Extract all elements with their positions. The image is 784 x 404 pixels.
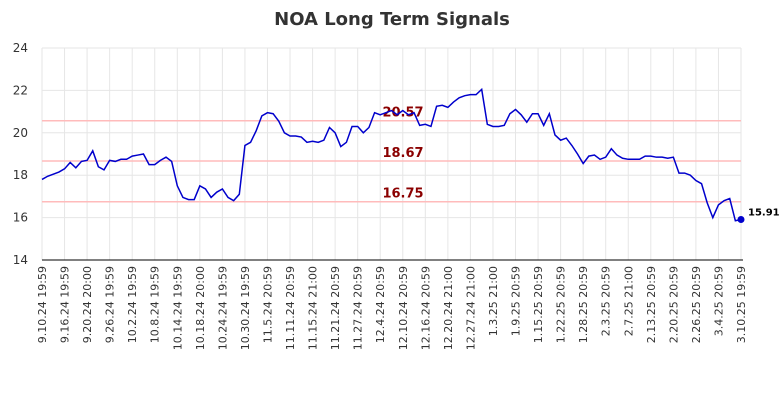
- x-tick-label: 3.4.25 20:59: [712, 266, 725, 336]
- x-tick-label: 2.3.25 20:59: [600, 266, 613, 336]
- x-tick-label: 10.14.24 19:59: [171, 266, 184, 350]
- y-tick-label: 22: [13, 83, 28, 97]
- x-tick-label: 11.5.24 20:59: [261, 266, 274, 343]
- y-tick-label: 18: [13, 168, 28, 182]
- x-tick-label: 11.27.24 20:59: [352, 266, 365, 350]
- x-tick-label: 3.10.25 19:59: [735, 266, 748, 343]
- x-tick-label: 12.16.24 20:59: [419, 266, 432, 350]
- y-tick-label: 16: [13, 211, 28, 225]
- x-tick-label: 9.20.24 20:00: [81, 266, 94, 343]
- x-tick-label: 12.4.24 20:59: [374, 266, 387, 343]
- x-tick-label: 10.18.24 20:00: [194, 266, 207, 350]
- x-tick-label: 9.10.24 19:59: [36, 266, 49, 343]
- last-value-label: 15.91: [748, 208, 780, 219]
- x-tick-label: 12.20.24 21:00: [442, 266, 455, 350]
- x-tick-label: 2.20.25 20:59: [667, 266, 680, 343]
- x-tick-label: 12.10.24 20:59: [397, 266, 410, 350]
- x-tick-label: 11.21.24 20:59: [329, 266, 342, 350]
- x-tick-label: 2.13.25 20:59: [645, 266, 658, 343]
- x-tick-label: 9.16.24 19:59: [59, 266, 72, 343]
- x-tick-label: 1.28.25 20:59: [577, 266, 590, 343]
- x-tick-label: 10.8.24 19:59: [149, 266, 162, 343]
- y-tick-label: 14: [13, 253, 28, 267]
- x-tick-label: 9.26.24 19:59: [104, 266, 117, 343]
- y-tick-label: 24: [13, 41, 28, 55]
- x-tick-label: 10.30.24 19:59: [239, 266, 252, 350]
- x-tick-label: 1.22.25 20:59: [555, 266, 568, 343]
- x-tick-label: 1.9.25 20:59: [510, 266, 523, 336]
- x-tick-label: 2.7.25 21:00: [622, 266, 635, 336]
- line: [41, 87, 742, 222]
- signal-label: 16.75: [382, 187, 423, 202]
- y-tick-label: 20: [13, 126, 28, 140]
- signal-label: 20.57: [382, 106, 423, 121]
- x-tick-label: 10.2.24 19:59: [126, 266, 139, 343]
- last-point: [737, 216, 745, 224]
- x-tick-label: 2.26.25 20:59: [690, 266, 703, 343]
- x-tick-label: 10.24.24 19:59: [216, 266, 229, 350]
- x-tick-label: 11.11.24 20:59: [284, 266, 297, 350]
- x-tick-label: 11.15.24 21:00: [307, 266, 320, 350]
- x-tick-label: 1.3.25 21:00: [487, 266, 500, 336]
- x-tick-label: 12.27.24 21:00: [464, 266, 477, 350]
- chart-title: NOA Long Term Signals: [274, 9, 510, 30]
- signal-label: 18.67: [382, 146, 423, 161]
- x-tick-label: 1.15.25 20:59: [532, 266, 545, 343]
